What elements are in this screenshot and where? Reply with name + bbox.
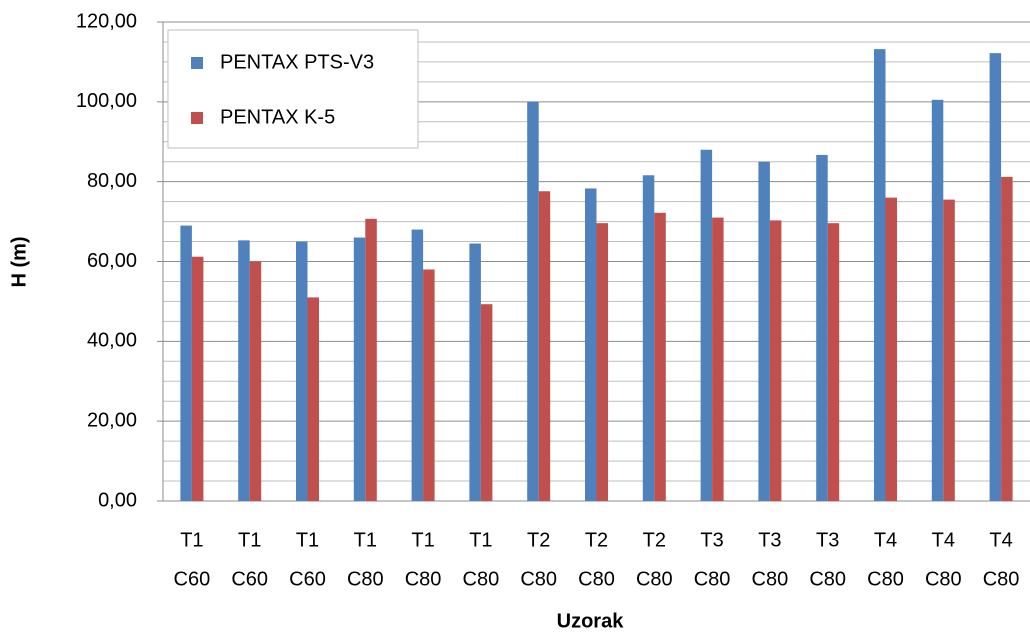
y-tick-label: 100,00	[76, 90, 137, 112]
bar	[411, 229, 424, 502]
x-tick-label: C60	[231, 568, 268, 590]
bar	[527, 101, 539, 501]
bar	[238, 240, 250, 501]
y-tick-label: 120,00	[76, 10, 137, 32]
bar	[423, 269, 435, 501]
bar	[885, 197, 897, 501]
x-tick-label: T3	[758, 529, 781, 551]
x-tick-label: T4	[874, 529, 897, 551]
bar	[191, 256, 204, 501]
bar	[249, 261, 262, 501]
x-tick-label: T2	[585, 529, 608, 551]
x-tick-label: T3	[816, 529, 839, 551]
bar	[365, 218, 377, 501]
x-tick-label: C80	[520, 568, 557, 590]
y-axis-title: H (m)	[8, 236, 30, 287]
bar	[769, 220, 782, 501]
bar	[585, 188, 597, 501]
x-tick-label: T1	[180, 529, 203, 551]
legend-swatch	[191, 112, 203, 124]
x-tick-label: T4	[989, 529, 1012, 551]
bar	[816, 154, 828, 502]
bar	[469, 243, 481, 501]
legend-swatch	[191, 57, 203, 69]
x-tick-label: T1	[411, 529, 434, 551]
y-tick-label: 20,00	[87, 409, 137, 431]
bar	[943, 199, 955, 502]
bar	[1001, 176, 1013, 502]
x-tick-label: C80	[405, 568, 442, 590]
x-tick-label: C80	[752, 568, 789, 590]
legend-label: PENTAX K-5	[220, 106, 335, 128]
x-tick-label: C80	[925, 568, 962, 590]
bar	[874, 49, 886, 501]
legend-label: PENTAX PTS-V3	[220, 51, 374, 73]
bar	[480, 304, 493, 501]
bar	[989, 53, 1002, 501]
x-tick-label: T1	[469, 529, 492, 551]
bar	[307, 297, 319, 501]
y-tick-label: 80,00	[87, 170, 137, 192]
x-tick-label: C80	[347, 568, 384, 590]
x-tick-label: C80	[636, 568, 673, 590]
bar	[642, 175, 655, 501]
bar	[700, 149, 713, 501]
bar	[931, 99, 944, 502]
x-tick-label: T2	[643, 529, 666, 551]
bar	[596, 223, 608, 501]
bar	[827, 223, 840, 501]
bar	[538, 191, 551, 501]
x-tick-label: C60	[289, 568, 326, 590]
bar	[180, 225, 192, 501]
x-tick-label: C80	[983, 568, 1020, 590]
bar	[712, 217, 724, 501]
x-tick-label: T3	[700, 529, 723, 551]
x-tick-label: C80	[463, 568, 500, 590]
legend-box	[167, 29, 419, 149]
x-tick-label: T2	[527, 529, 550, 551]
x-tick-label: T1	[238, 529, 261, 551]
x-tick-label: C80	[578, 568, 615, 590]
x-tick-label: T1	[296, 529, 319, 551]
y-tick-label: 40,00	[87, 330, 137, 352]
x-tick-label: C80	[694, 568, 731, 590]
bar	[758, 161, 770, 502]
y-tick-label: 60,00	[87, 250, 137, 272]
bar	[654, 212, 666, 501]
bar	[353, 237, 366, 502]
x-tick-label: C80	[867, 568, 904, 590]
x-axis-title: Uzorak	[557, 610, 625, 632]
x-tick-label: C80	[809, 568, 846, 590]
bar	[296, 241, 308, 501]
y-tick-label: 0,00	[98, 489, 137, 511]
x-tick-label: T4	[932, 529, 955, 551]
x-tick-label: T1	[354, 529, 377, 551]
x-tick-label: C60	[174, 568, 211, 590]
